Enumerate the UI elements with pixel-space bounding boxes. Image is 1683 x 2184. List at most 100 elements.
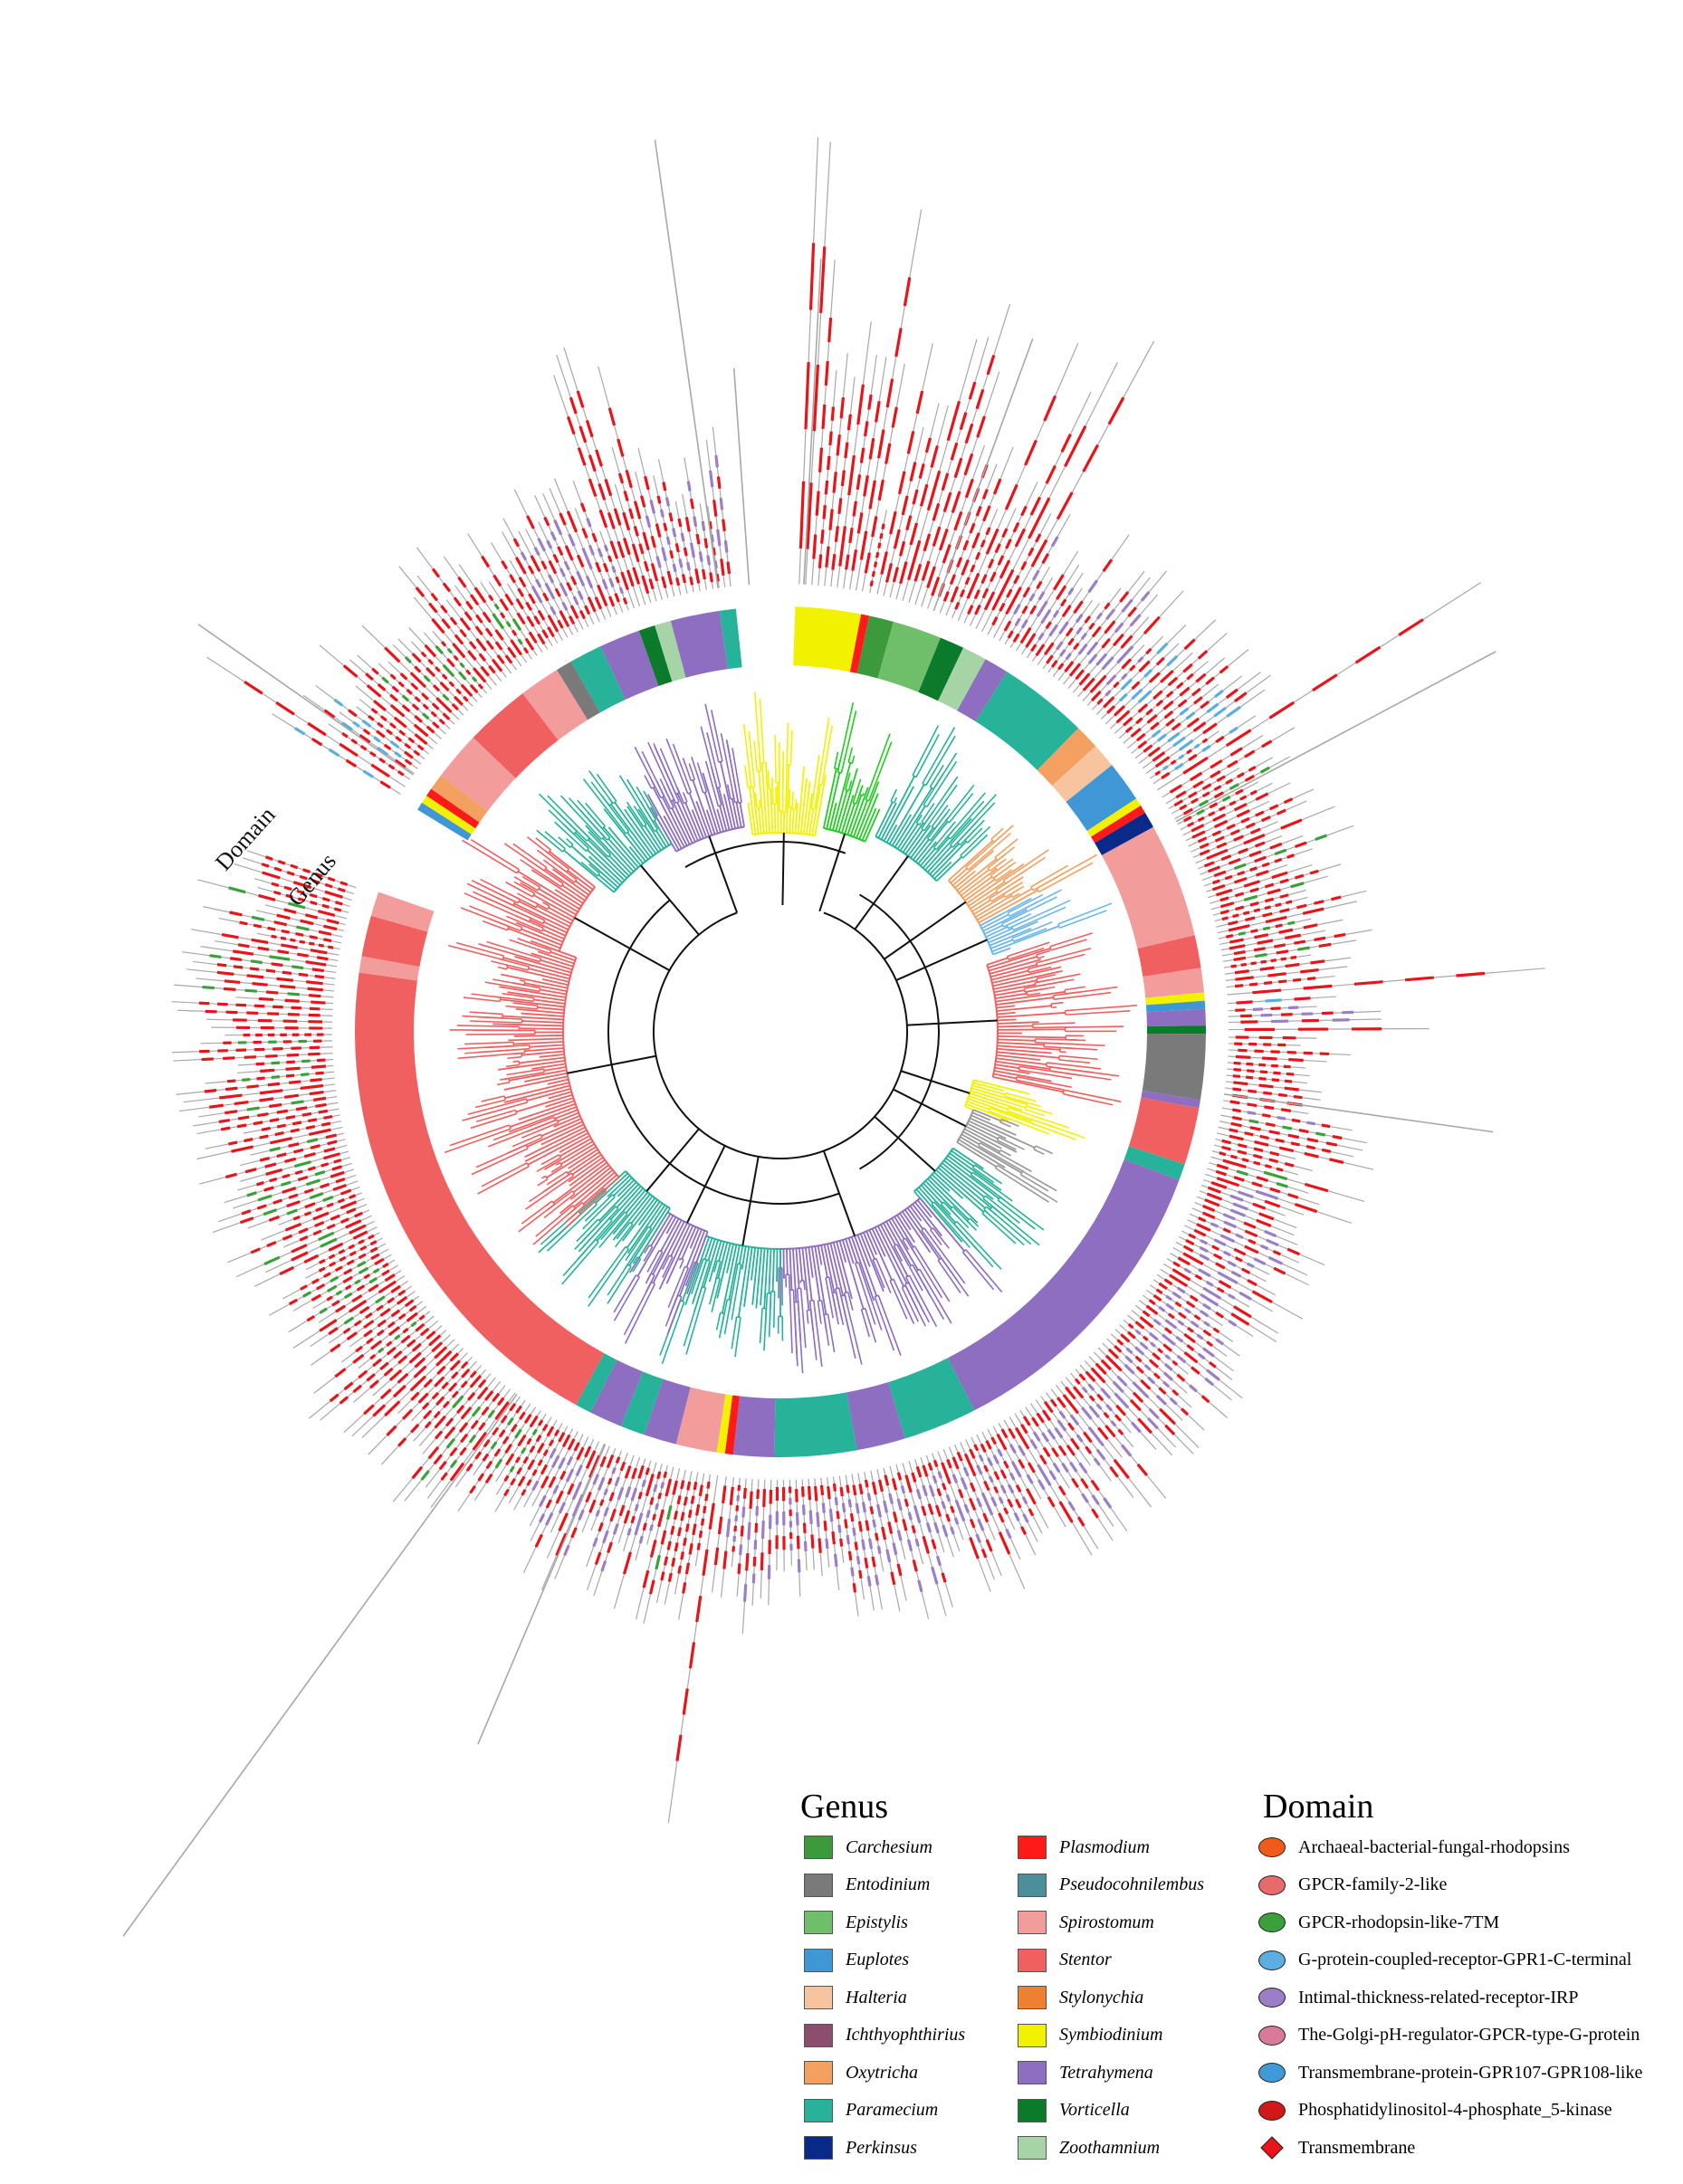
domain-segment [306,1138,319,1144]
domain-segment [1261,739,1273,749]
domain-segment [291,1244,308,1254]
domain-segment [1159,1407,1176,1426]
domain-segment [1229,726,1238,735]
tree-branch [652,1221,685,1283]
tree-branch [772,1291,776,1328]
tree-branch [658,1224,691,1290]
genus-sector [426,788,480,829]
domain-segment [1267,972,1286,978]
domain-segment [231,1145,253,1153]
tree-branch [990,1107,1058,1134]
tree-branch [994,989,1025,997]
domain-segment [666,570,674,586]
domain-segment [869,580,874,587]
domain-segment [716,529,722,547]
domain-segment [488,594,494,602]
domain-segment [281,929,290,934]
tree-branch [482,895,544,925]
tree-branch [561,1241,599,1285]
tree-branch [950,800,985,840]
domain-segment [1300,968,1319,974]
domain-segment [292,881,312,890]
domain-segment [1143,1335,1149,1341]
domain-segment [1318,942,1332,948]
domain-segment [846,414,852,431]
tree-branch [974,1164,1003,1185]
tree-branch [1038,862,1094,893]
domain-segment [505,1453,515,1466]
tree-branch [907,825,932,857]
domain-segment [1152,1372,1161,1379]
genus-sector [877,621,941,692]
domain-segment [577,590,584,600]
domain-segment [1179,804,1188,811]
tree-branch [471,1148,529,1176]
tree-branch [865,1231,878,1255]
domain-segment [903,277,912,307]
domain-segment [708,521,712,529]
domain-segment [915,1489,922,1500]
protein-backbone-line [246,850,357,889]
tree-branch-arc [520,927,523,931]
domain-segment [1082,677,1095,691]
tree-branch [1006,912,1032,926]
domain-segment [1173,799,1183,807]
tree-branch [1053,991,1112,1000]
tree-branch-arc [542,920,546,924]
tree-branch [764,761,771,834]
protein-backbone-line [171,1001,333,1011]
domain-segment [656,1471,662,1480]
tree-branch [1012,906,1066,931]
domain-segment [1271,871,1288,880]
domain-segment [666,1540,672,1550]
tree-branch [532,894,576,919]
domain-segment [1251,1290,1273,1304]
domain-segment [1028,547,1035,557]
domain-segment [258,997,274,1002]
domain-segment [846,1484,850,1493]
domain-segment [537,538,547,552]
genus-color-swatch [804,1948,833,1972]
domain-segment [349,1194,357,1199]
tree-branch [653,743,677,795]
domain-segment [528,593,536,605]
domain-segment [303,1187,314,1195]
tree-branch [518,1100,575,1121]
tree-branch [990,958,1041,975]
domain-segment [845,554,850,570]
domain-segment [655,556,662,568]
domain-segment [634,1512,644,1536]
domain-segment [540,1475,550,1489]
domain-segment [343,1316,355,1325]
domain-segment [355,1345,363,1353]
domain-segment [682,1688,689,1715]
domain-segment [343,1292,353,1300]
tree-branch [907,1282,925,1314]
domain-segment [285,1115,296,1120]
domain-segment [299,939,306,944]
domain-segment [1252,988,1282,995]
domain-segment [1235,1233,1244,1239]
domain-segment [904,1474,913,1493]
domain-segment [1226,705,1241,718]
domain-segment [652,1513,656,1521]
protein-backbone-line [502,518,569,638]
domain-segment [282,1234,293,1241]
domain-segment [1134,1355,1143,1363]
domain-segment [1150,721,1160,730]
tree-branch [735,802,742,828]
tree-branch [996,1051,1059,1059]
domain-segment [1134,1346,1145,1356]
tree-branch [832,1242,847,1293]
protein-backbone-line [432,631,488,694]
domain-segment [1334,932,1346,939]
domain-segment [220,1126,231,1131]
domain-segment [393,1350,403,1359]
domain-segment [312,1229,322,1236]
tree-branch [777,782,779,834]
domain-segment [386,1425,397,1436]
tree-branch-arc [558,1154,562,1159]
domain-segment [449,616,458,626]
domain-segment [270,1137,292,1145]
domain-segment [312,1096,327,1102]
